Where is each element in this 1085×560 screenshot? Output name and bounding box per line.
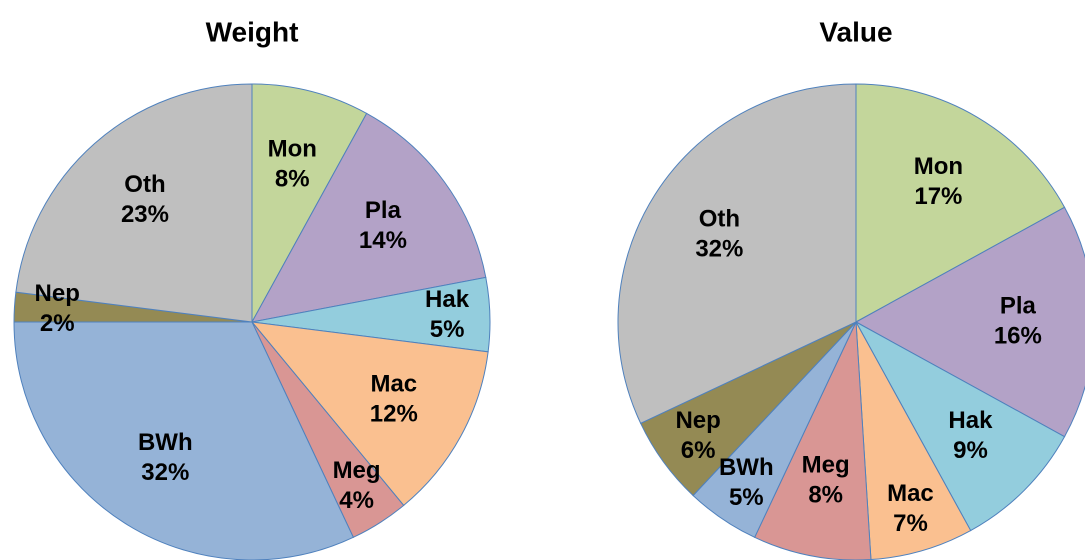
chart-title: Weight <box>206 16 299 47</box>
slice-value-label: 14% <box>359 227 407 254</box>
slice-value-label: 32% <box>695 236 743 263</box>
pie-slice <box>617 83 857 425</box>
pie-slice <box>251 83 368 323</box>
slice-category: Mon <box>268 136 317 163</box>
slice-value-label: 7% <box>893 510 928 537</box>
pie-slice <box>855 321 972 560</box>
pie-slice <box>251 112 487 323</box>
slice-category: BWh <box>719 454 774 481</box>
slice-category: Mac <box>887 480 934 507</box>
slice-category: Hak <box>425 286 470 313</box>
slice-category: BWh <box>138 429 193 456</box>
slice-category: Pla <box>365 197 402 224</box>
slice-category: Nep <box>675 407 720 434</box>
slice-value-label: 8% <box>275 166 310 193</box>
pie-slice <box>854 206 1085 438</box>
slice-category: Meg <box>333 457 381 484</box>
chart-title: Value <box>819 16 892 47</box>
pie-slice <box>13 321 355 560</box>
slice-value-label: 8% <box>808 481 843 508</box>
slice-category: Hak <box>948 407 993 434</box>
slice-category: Pla <box>1000 292 1037 319</box>
slice-category: Meg <box>802 451 850 478</box>
pie-slice <box>15 83 253 323</box>
slice-value-label: 16% <box>994 322 1042 349</box>
pie-slice <box>854 320 1066 532</box>
pie-slice <box>855 83 1066 323</box>
slice-value-label: 5% <box>430 316 465 343</box>
slice-value-label: 12% <box>370 400 418 427</box>
slice-category: Mac <box>370 370 417 397</box>
slice-value-label: 5% <box>729 484 764 511</box>
slice-category: Oth <box>699 206 740 233</box>
slice-value-label: 32% <box>141 459 189 486</box>
slice-value-label: 9% <box>953 437 988 464</box>
slice-value-label: 23% <box>121 201 169 228</box>
slice-value-label: 2% <box>40 310 75 337</box>
slice-value-label: 4% <box>339 487 374 514</box>
slice-value-label: 6% <box>681 437 716 464</box>
slice-category: Mon <box>914 153 963 180</box>
slice-category: Oth <box>124 171 165 198</box>
slice-category: Nep <box>35 280 80 307</box>
slice-value-label: 17% <box>914 183 962 210</box>
pie-slice <box>250 321 489 507</box>
